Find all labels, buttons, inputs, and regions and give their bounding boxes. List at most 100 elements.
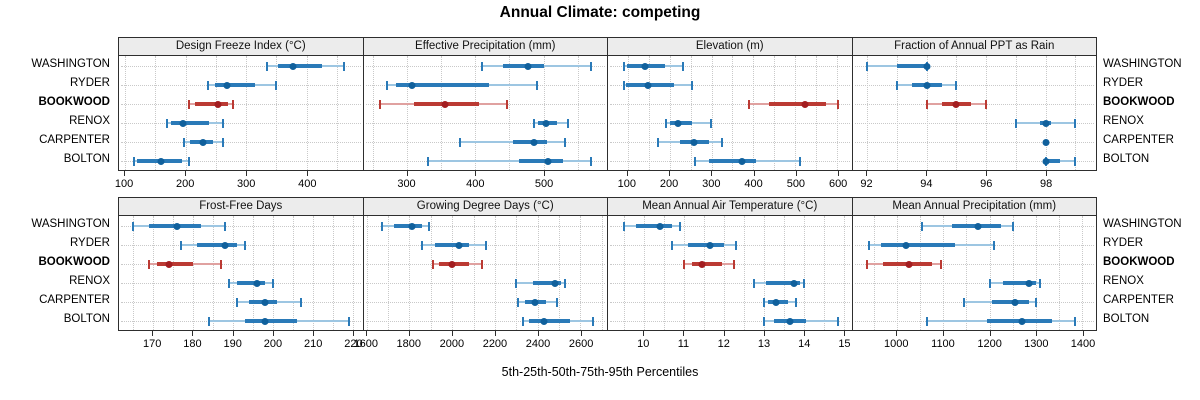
- panel-effective-precipitation-mm: [362, 56, 608, 171]
- gridline-horizontal: [121, 160, 361, 162]
- whisker-cap: [481, 259, 484, 269]
- gridline-vertical: [867, 56, 869, 170]
- gridline-vertical: [623, 216, 625, 330]
- gridline-vertical: [920, 216, 922, 330]
- whisker-cap: [166, 118, 169, 128]
- whisker-cap: [378, 99, 381, 109]
- gridline-vertical: [441, 56, 443, 170]
- station-label-ryder: RYDER: [69, 76, 110, 89]
- median-dot: [952, 100, 960, 108]
- whisker-cap: [993, 240, 996, 250]
- axis-tick: [804, 331, 806, 336]
- axis-tick: [494, 331, 496, 336]
- whisker-cap: [147, 259, 150, 269]
- axis-tick: [581, 331, 583, 336]
- station-label-bookwood: BOOKWOOD: [1103, 255, 1175, 268]
- median-dot: [656, 222, 664, 230]
- gridline-vertical: [366, 216, 368, 330]
- whisker-cap: [347, 316, 350, 326]
- gridline-vertical: [703, 216, 705, 330]
- whisker-cap: [802, 278, 805, 288]
- gridline-vertical: [763, 216, 765, 330]
- station-label-ryder: RYDER: [69, 236, 110, 249]
- median-dot: [455, 241, 463, 249]
- axis-tick: [185, 171, 187, 176]
- iqr-bar: [1045, 158, 1061, 163]
- whisker-cap: [221, 137, 224, 147]
- gridline-vertical: [897, 56, 899, 170]
- gridline-vertical: [690, 56, 692, 170]
- gridline-vertical: [373, 56, 375, 170]
- station-label-renox: RENOX: [69, 274, 110, 287]
- gridline-vertical: [669, 56, 671, 170]
- iqr-bar: [435, 242, 470, 247]
- station-label-bolton: BOLTON: [63, 152, 110, 165]
- whisker-cap: [682, 259, 685, 269]
- whisker-cap: [748, 99, 751, 109]
- x-axis: 92 94 96 98: [852, 171, 1098, 199]
- whisker-cap: [343, 61, 346, 71]
- axis-tick-label: 14: [798, 338, 811, 350]
- gridline-horizontal: [610, 282, 850, 284]
- axis-tick-label: 600: [828, 178, 848, 190]
- iqr-bar: [196, 242, 237, 247]
- axis-tick: [544, 171, 546, 176]
- axis-tick: [626, 171, 628, 176]
- axis-tick-label: 1100: [931, 338, 955, 350]
- panel-strip: Mean Annual Precipitation (mm): [851, 197, 1097, 216]
- gridline-horizontal: [610, 103, 850, 105]
- whisker-cap: [939, 259, 942, 269]
- station-label-ryder: RYDER: [1103, 76, 1144, 89]
- gridline-horizontal: [610, 122, 850, 124]
- gridline-horizontal: [121, 141, 361, 143]
- gridline-vertical: [843, 216, 845, 330]
- median-dot: [261, 317, 269, 325]
- axis-tick: [926, 171, 928, 176]
- median-dot: [261, 298, 269, 306]
- axis-tick: [838, 171, 840, 176]
- axis-tick-label: 98: [1039, 178, 1053, 190]
- whisker-cap: [670, 240, 673, 250]
- iqr-bar: [215, 82, 255, 87]
- axis-tick: [763, 331, 765, 336]
- panel-fraction-of-annual-ppt-as-rain: [851, 56, 1097, 171]
- median-dot: [551, 279, 559, 287]
- whisker-cap: [567, 118, 570, 128]
- gridline-horizontal: [610, 320, 850, 322]
- median-dot: [173, 222, 181, 230]
- iqr-bar: [687, 242, 724, 247]
- gridline-vertical: [1012, 216, 1014, 330]
- axis-tick-label: 200: [175, 178, 195, 190]
- x-axis: 1600 1800 2000 2200 2400 2600: [353, 331, 609, 359]
- median-dot: [441, 100, 449, 108]
- axis-tick-label: 180: [183, 338, 202, 350]
- gridline-vertical: [753, 56, 755, 170]
- gridline-vertical: [246, 56, 248, 170]
- panel-strip: Design Freeze Index (°C): [118, 37, 364, 56]
- x-axis: 100 200 300 400: [115, 171, 364, 199]
- median-dot: [531, 298, 539, 306]
- gridline-vertical: [663, 216, 665, 330]
- median-dot: [644, 81, 652, 89]
- axis-tick: [353, 331, 355, 336]
- panel-col-mean-annual-air-temperature-c: Mean Annual Air Temperature (°C) 10 11 12 13…: [607, 197, 853, 359]
- whisker-cap: [656, 137, 659, 147]
- gridline-vertical: [1035, 216, 1037, 330]
- median-dot: [923, 81, 931, 89]
- gridline-horizontal: [365, 122, 605, 124]
- gridline-vertical: [155, 56, 157, 170]
- median-dot: [1025, 279, 1033, 287]
- whisker-cap: [794, 297, 797, 307]
- iqr-bar: [171, 120, 209, 125]
- gridline-vertical: [306, 56, 308, 170]
- panel-row-1: Frost-Free Days 170 180 190 200 210 220 Growing…: [118, 197, 1097, 359]
- axis-tick: [844, 331, 846, 336]
- iqr-bar: [519, 158, 563, 163]
- whisker-cap: [243, 240, 246, 250]
- axis-tick: [246, 171, 248, 176]
- gridline-vertical: [272, 216, 274, 330]
- gridline-vertical: [1045, 56, 1047, 170]
- station-label-renox: RENOX: [1103, 114, 1144, 127]
- panel-strip: Mean Annual Air Temperature (°C): [607, 197, 853, 216]
- gridline-horizontal: [610, 225, 850, 227]
